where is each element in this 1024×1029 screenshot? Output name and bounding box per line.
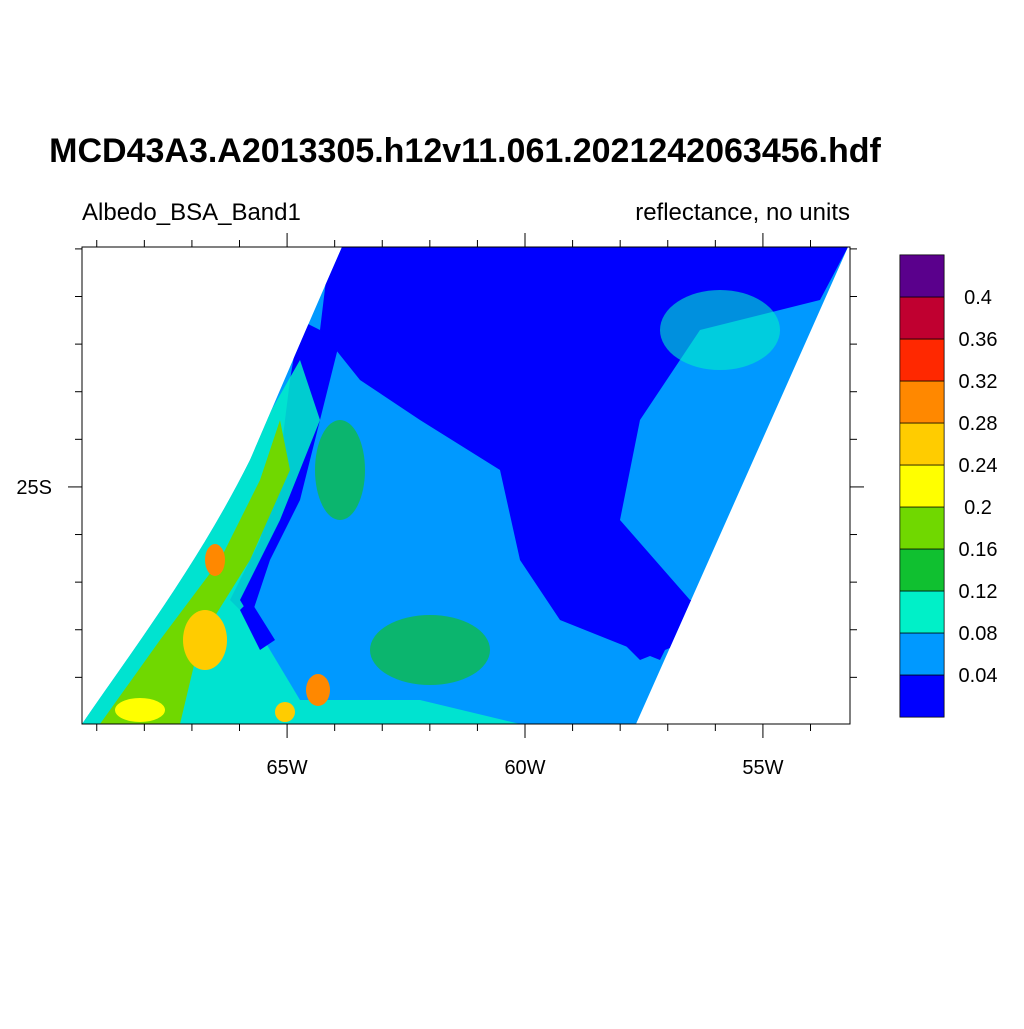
colorbar-box — [899, 548, 945, 592]
colorbar-label: 0.32 — [959, 371, 998, 393]
plot-frame — [81, 246, 851, 725]
title: MCD43A3.A2013305.h12v11.061.202124206345… — [49, 132, 881, 170]
colorbar-box — [899, 632, 945, 676]
colorbar-box — [899, 590, 945, 634]
colorbar-label: 0.12 — [959, 581, 998, 603]
subtitle-left: Albedo_BSA_Band1 — [82, 199, 301, 226]
y-tick-label: 25S — [16, 477, 52, 499]
colorbar-label: 0.4 — [964, 287, 992, 309]
colorbar-box — [899, 422, 945, 466]
x-tick-label: 55W — [742, 757, 783, 779]
colorbar-box — [899, 338, 945, 382]
x-tick-label: 60W — [504, 757, 545, 779]
colorbar-box — [899, 464, 945, 508]
albedo-swath — [82, 247, 848, 724]
colorbar-label: 0.2 — [964, 497, 992, 519]
colorbar-label: 0.24 — [959, 455, 998, 477]
colorbar-label: 0.08 — [959, 623, 998, 645]
colorbar-label: 0.04 — [959, 665, 998, 687]
colorbar-label: 0.28 — [959, 413, 998, 435]
colorbar-label: 0.16 — [959, 539, 998, 561]
colorbar-label: 0.36 — [959, 329, 998, 351]
subtitle-right: reflectance, no units — [635, 199, 850, 226]
colorbar-box — [899, 296, 945, 340]
colorbar-box — [899, 506, 945, 550]
colorbar-box — [899, 380, 945, 424]
colorbar-box — [899, 674, 945, 718]
x-tick-label: 65W — [267, 757, 308, 779]
colorbar-box — [899, 254, 945, 298]
